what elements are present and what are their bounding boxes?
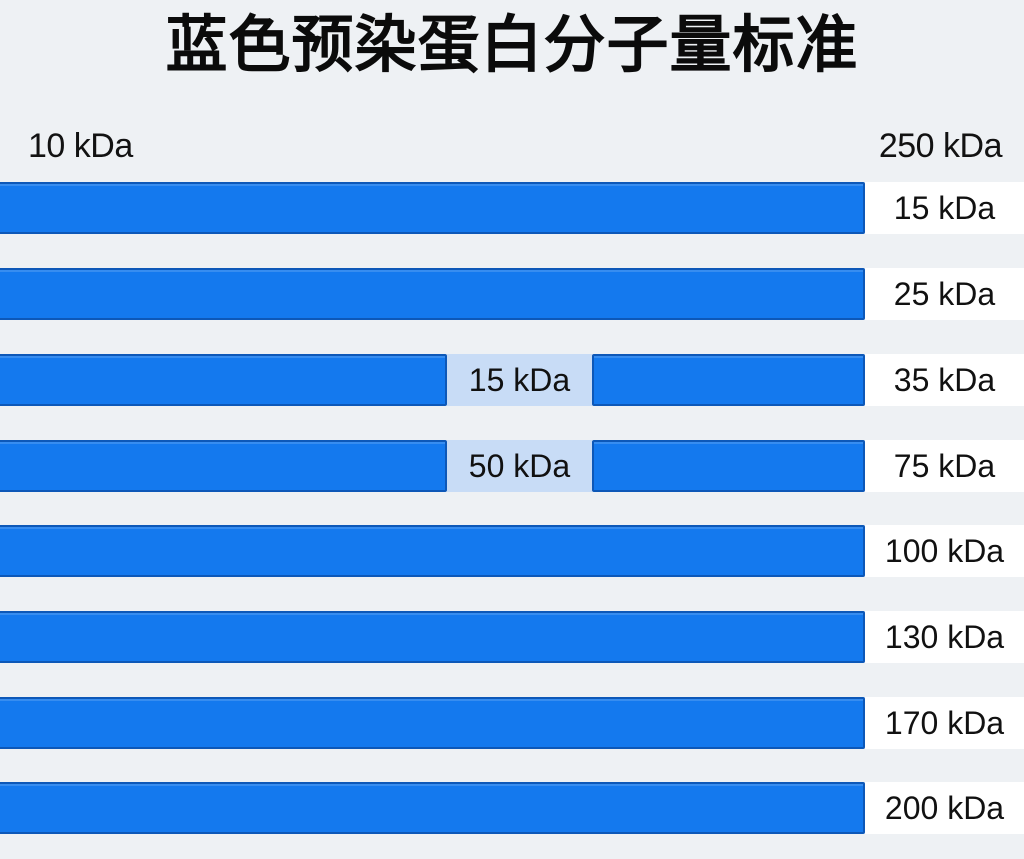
marker-band-row: 170 kDa: [0, 697, 1024, 753]
band-size-label: 200 kDa: [865, 782, 1024, 834]
marker-band-row: 130 kDa: [0, 611, 1024, 667]
band-inset-label: 50 kDa: [447, 440, 592, 492]
marker-band-left-segment: [0, 354, 447, 406]
marker-band-right-segment: [592, 440, 865, 492]
band-size-label: 130 kDa: [865, 611, 1024, 663]
marker-band: [0, 182, 865, 234]
band-size-label: 170 kDa: [865, 697, 1024, 749]
marker-band-row: 15 kDa 35 kDa: [0, 354, 1024, 410]
marker-band-row: 50 kDa 75 kDa: [0, 440, 1024, 496]
marker-band-left-segment: [0, 440, 447, 492]
marker-band-row: 200 kDa: [0, 782, 1024, 838]
band-size-label: 35 kDa: [865, 354, 1024, 406]
marker-band: [0, 525, 865, 577]
marker-band-row: 25 kDa: [0, 268, 1024, 324]
marker-band: [0, 268, 865, 320]
band-size-label: 15 kDa: [865, 182, 1024, 234]
range-max-label: 250 kDa: [878, 127, 1003, 165]
band-size-label: 100 kDa: [865, 525, 1024, 577]
marker-band-row: 100 kDa: [0, 525, 1024, 581]
band-inset-label: 15 kDa: [447, 354, 592, 406]
page-title: 蓝色预染蛋白分子量标准: [165, 8, 859, 81]
band-size-label: 25 kDa: [865, 268, 1024, 320]
marker-band: [0, 697, 865, 749]
band-size-label: 75 kDa: [865, 440, 1024, 492]
marker-band-row: 15 kDa: [0, 182, 1024, 238]
marker-band: [0, 611, 865, 663]
marker-band: [0, 782, 865, 834]
marker-band-right-segment: [592, 354, 865, 406]
range-min-label: 10 kDa: [28, 127, 133, 165]
